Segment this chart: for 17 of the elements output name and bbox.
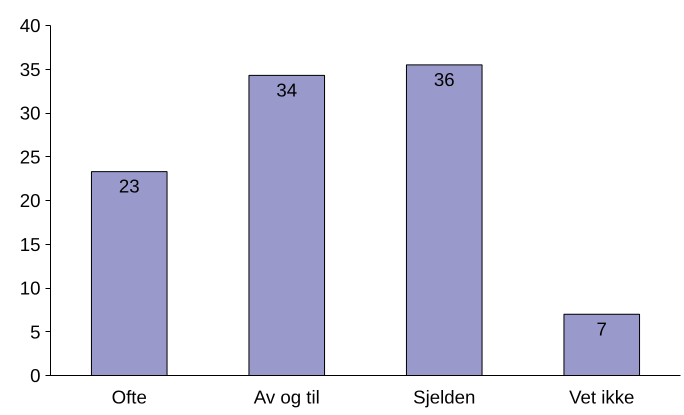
y-tick-label: 20 — [20, 190, 41, 211]
x-tick-label: Sjelden — [413, 386, 476, 408]
data-label: 34 — [276, 79, 298, 100]
y-tick-label: 5 — [30, 321, 41, 342]
x-tick-label: Av og til — [254, 386, 320, 408]
y-tick-label: 10 — [20, 278, 41, 298]
y-tick-label: 35 — [20, 58, 41, 80]
data-label: 36 — [434, 68, 455, 90]
y-tick-label: 0 — [30, 365, 41, 386]
data-label: 23 — [118, 176, 140, 197]
y-tick-label: 30 — [20, 102, 41, 124]
y-tick-label: 25 — [20, 146, 41, 168]
y-tick-label: 40 — [20, 15, 41, 36]
y-tick-label: 15 — [20, 234, 41, 255]
x-tick-label: Vet ikke — [569, 386, 634, 408]
x-tick-label: Ofte — [112, 386, 147, 408]
data-label: 7 — [596, 318, 607, 340]
